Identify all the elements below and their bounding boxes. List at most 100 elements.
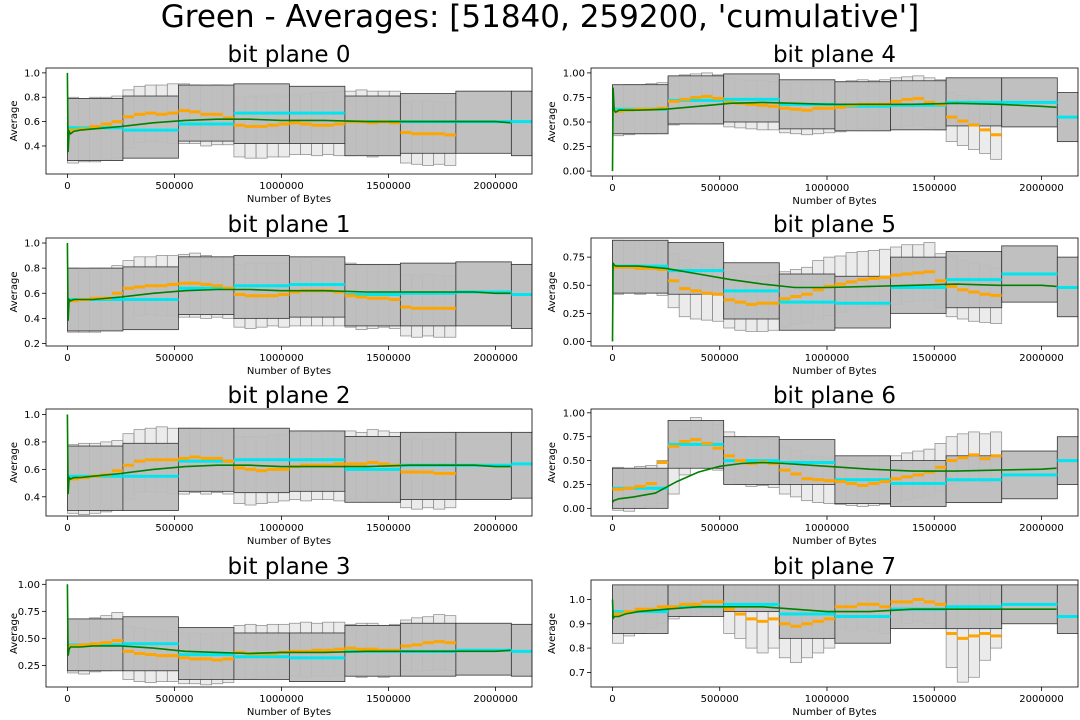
segment-box (288, 85, 346, 144)
y-tick-label: 0.9 (569, 619, 585, 630)
segment-box (510, 90, 532, 157)
y-tick-label: 0.50 (563, 456, 585, 467)
segment-box (122, 95, 179, 159)
y-axis-label: Average (9, 271, 20, 312)
y-tick-label: 1.0 (24, 410, 40, 421)
x-tick-label: 0 (609, 523, 615, 534)
x-tick-label: 0 (609, 183, 615, 194)
y-tick-label: 1.0 (24, 68, 40, 79)
x-tick-label: 500000 (701, 694, 739, 705)
subplot-title: bit plane 7 (773, 554, 896, 580)
axes-frame (590, 408, 1079, 517)
y-tick-label: 0.75 (563, 93, 585, 104)
subplot-bit-plane-6: 0.00 0.25 0.50 0.75 1.00 0 500000 1000000 150000… (547, 383, 1079, 547)
subplot-bit-plane-4: 0.00 0.25 0.50 0.75 1.00 0 500000 1000000 150000… (547, 42, 1079, 207)
x-tick-label: 1500000 (912, 694, 957, 705)
y-tick-label: 0.00 (563, 504, 585, 515)
x-tick-label: 1000000 (805, 694, 850, 705)
segment-box (778, 584, 836, 639)
cumulative-average-line (66, 584, 511, 656)
x-tick-label: 2000000 (473, 694, 518, 705)
x-axis-label: Number of Bytes (792, 536, 876, 547)
subplot-bit-plane-2: 0.4 0.6 0.8 1.0 0 500000 1000000 1500000 2000000… (9, 383, 533, 547)
subplot-bit-plane-3: 0.25 0.50 0.75 1.00 0 500000 1000000 1500000 200… (9, 554, 533, 718)
cumulative-average-line (611, 262, 1057, 342)
cumulative-average-line (66, 242, 511, 321)
x-tick-label: 2000000 (1019, 694, 1064, 705)
plot-area (611, 72, 1078, 172)
axes-frame (590, 579, 1079, 688)
figure-title: Green - Averages: [51840, 259200, 'cumul… (160, 0, 920, 35)
y-tick-label: 0.75 (18, 607, 40, 618)
x-tick-label: 1500000 (366, 181, 411, 192)
x-tick-label: 1000000 (259, 523, 304, 534)
subplot-bit-plane-1: 0.2 0.4 0.6 0.8 1.0 0 500000 1000000 1500000 2000… (9, 212, 533, 377)
segment-box (399, 93, 457, 154)
segment-box (1056, 584, 1078, 634)
x-tick-label: 2000000 (1019, 523, 1064, 534)
y-tick-label: 1.00 (18, 580, 40, 591)
x-tick-label: 2000000 (1019, 183, 1064, 194)
axes-frame (45, 237, 533, 347)
x-tick-label: 1000000 (259, 353, 304, 364)
y-tick-label: 0.50 (563, 281, 585, 292)
x-tick-label: 1000000 (259, 181, 304, 192)
cumulative-average-line (611, 87, 1057, 172)
y-tick-label: 0.4 (24, 141, 40, 152)
y-tick-label: 0.25 (563, 480, 585, 491)
cumulative-average-line (611, 599, 1057, 620)
y-axis-label: Average (547, 101, 558, 142)
subplot-title: bit plane 3 (227, 554, 350, 580)
subplot-title: bit plane 4 (773, 42, 896, 68)
axes-frame (45, 67, 533, 175)
x-tick-label: 1500000 (366, 523, 411, 534)
x-axis-label: Number of Bytes (247, 194, 331, 205)
plot-area (66, 584, 532, 686)
x-tick-label: 500000 (155, 523, 193, 534)
y-tick-label: 0.6 (24, 465, 40, 476)
x-tick-label: 500000 (155, 353, 193, 364)
x-axis-label: Number of Bytes (792, 196, 876, 207)
y-tick-label: 0.50 (18, 634, 40, 645)
x-tick-label: 500000 (155, 181, 193, 192)
segment-box (834, 584, 891, 644)
x-tick-label: 500000 (701, 353, 739, 364)
x-tick-label: 1500000 (366, 694, 411, 705)
x-tick-label: 1000000 (805, 523, 850, 534)
axes-frame (590, 237, 1079, 347)
y-tick-label: 0.25 (563, 142, 585, 153)
segment-box (890, 584, 947, 630)
cumulative-average-line (66, 72, 511, 153)
plot-area (66, 72, 532, 166)
y-tick-label: 0.25 (563, 309, 585, 320)
y-tick-label: 0.50 (563, 118, 585, 129)
y-axis-label: Average (9, 613, 20, 654)
x-tick-label: 1500000 (912, 353, 957, 364)
x-axis-label: Number of Bytes (247, 707, 331, 718)
x-tick-label: 2000000 (1019, 353, 1064, 364)
x-tick-label: 500000 (155, 694, 193, 705)
x-tick-label: 2000000 (473, 353, 518, 364)
y-tick-label: 0.8 (24, 93, 40, 104)
y-tick-label: 0.8 (24, 437, 40, 448)
x-tick-label: 2000000 (473, 181, 518, 192)
subplot-title: bit plane 1 (227, 212, 350, 238)
x-tick-label: 1000000 (259, 694, 304, 705)
y-axis-label: Average (547, 613, 558, 654)
segment-box (667, 242, 725, 295)
y-axis-label: Average (547, 271, 558, 312)
y-tick-label: 0.75 (563, 432, 585, 443)
subplot-bit-plane-0: 0.4 0.6 0.8 1.0 0 500000 1000000 1500000 2000000… (9, 42, 533, 205)
x-tick-label: 1500000 (366, 353, 411, 364)
subplot-bit-plane-5: 0.00 0.25 0.50 0.75 0 500000 1000000 1500000 200… (547, 212, 1079, 377)
y-tick-label: 0.6 (24, 117, 40, 128)
x-tick-label: 0 (64, 181, 70, 192)
y-tick-label: 0.25 (18, 661, 40, 672)
x-axis-label: Number of Bytes (792, 366, 876, 377)
x-tick-label: 1500000 (912, 183, 957, 194)
y-tick-label: 1.00 (563, 408, 585, 419)
y-axis-label: Average (9, 442, 20, 483)
segment-box (399, 622, 457, 677)
x-tick-label: 0 (64, 523, 70, 534)
